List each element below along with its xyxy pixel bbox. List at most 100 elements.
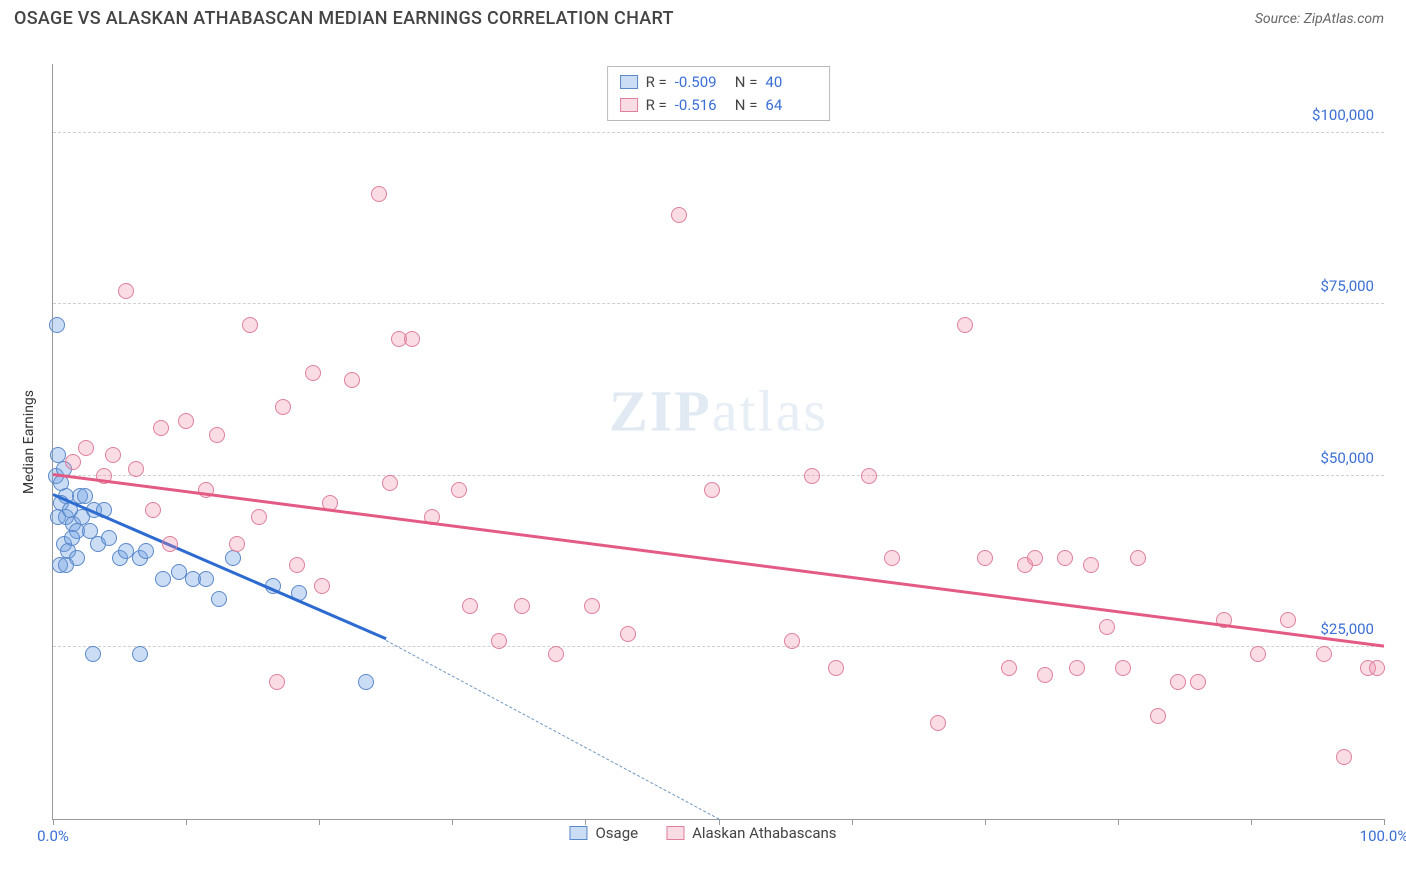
stat-key-n: N =: [735, 94, 758, 117]
data-point-athabascan: [209, 427, 225, 443]
data-point-athabascan: [145, 502, 161, 518]
data-point-athabascan: [548, 646, 564, 662]
data-point-athabascan: [371, 186, 387, 202]
data-point-athabascan: [671, 207, 687, 223]
watermark-rest: atlas: [712, 379, 828, 444]
data-point-athabascan: [1001, 660, 1017, 676]
chart-area: Median Earnings ZIPatlas R = -0.509 N = …: [14, 44, 1392, 848]
y-axis-label: Median Earnings: [21, 389, 37, 493]
data-point-athabascan: [977, 550, 993, 566]
data-point-athabascan: [162, 536, 178, 552]
data-point-osage: [58, 557, 74, 573]
stat-ath-n: 64: [765, 94, 817, 117]
data-point-athabascan: [382, 475, 398, 491]
data-point-athabascan: [1037, 667, 1053, 683]
x-tick-label: 100.0%: [1360, 827, 1406, 845]
data-point-athabascan: [118, 283, 134, 299]
legend: Osage Alaskan Athabascans: [569, 824, 836, 842]
source-attribution: Source: ZipAtlas.com: [1255, 11, 1384, 27]
data-point-athabascan: [251, 509, 267, 525]
stat-osage-n: 40: [765, 71, 817, 94]
gridline: [53, 475, 1384, 476]
data-point-athabascan: [1057, 550, 1073, 566]
stats-row-osage: R = -0.509 N = 40: [620, 71, 818, 94]
data-point-athabascan: [514, 598, 530, 614]
swatch-athabascan: [620, 98, 638, 112]
data-point-osage: [64, 530, 80, 546]
data-point-athabascan: [269, 674, 285, 690]
data-point-athabascan: [861, 468, 877, 484]
data-point-athabascan: [1190, 674, 1206, 690]
stat-key-r: R =: [646, 94, 667, 117]
data-point-osage: [211, 591, 227, 607]
x-tick: [452, 819, 453, 825]
stat-key-r: R =: [646, 71, 667, 94]
x-tick: [186, 819, 187, 825]
correlation-stats-box: R = -0.509 N = 40 R = -0.516 N = 64: [607, 66, 831, 121]
data-point-athabascan: [344, 372, 360, 388]
x-tick: [1118, 819, 1119, 825]
gridline: [53, 303, 1384, 304]
trend-line: [52, 494, 386, 641]
data-point-athabascan: [178, 413, 194, 429]
data-point-athabascan: [1250, 646, 1266, 662]
data-point-athabascan: [828, 660, 844, 676]
data-point-athabascan: [404, 331, 420, 347]
data-point-athabascan: [128, 461, 144, 477]
data-point-athabascan: [1170, 674, 1186, 690]
data-point-athabascan: [275, 399, 291, 415]
data-point-athabascan: [1130, 550, 1146, 566]
legend-item-athabascan: Alaskan Athabascans: [666, 824, 836, 842]
data-point-athabascan: [930, 715, 946, 731]
legend-swatch-athabascan: [666, 826, 684, 840]
data-point-athabascan: [1027, 550, 1043, 566]
stats-row-athabascan: R = -0.516 N = 64: [620, 94, 818, 117]
legend-item-osage: Osage: [569, 824, 638, 842]
data-point-athabascan: [242, 317, 258, 333]
stat-osage-r: -0.509: [675, 71, 727, 94]
x-tick: [53, 819, 54, 825]
data-point-osage: [132, 646, 148, 662]
data-point-athabascan: [1115, 660, 1131, 676]
stat-key-n: N =: [735, 71, 758, 94]
data-point-athabascan: [462, 598, 478, 614]
swatch-osage: [620, 75, 638, 89]
data-point-athabascan: [1150, 708, 1166, 724]
data-point-osage: [155, 571, 171, 587]
legend-label-athabascan: Alaskan Athabascans: [692, 824, 836, 842]
watermark-bold: ZIP: [609, 379, 712, 444]
data-point-athabascan: [451, 482, 467, 498]
data-point-athabascan: [804, 468, 820, 484]
x-tick: [1251, 819, 1252, 825]
gridline: [53, 132, 1384, 133]
data-point-osage: [49, 317, 65, 333]
data-point-athabascan: [584, 598, 600, 614]
x-tick: [852, 819, 853, 825]
trend-line: [386, 640, 719, 819]
data-point-athabascan: [289, 557, 305, 573]
data-point-athabascan: [153, 420, 169, 436]
y-tick-label: $75,000: [1320, 277, 1374, 295]
data-point-athabascan: [1316, 646, 1332, 662]
data-point-osage: [138, 543, 154, 559]
data-point-athabascan: [1336, 749, 1352, 765]
chart-title: OSAGE VS ALASKAN ATHABASCAN MEDIAN EARNI…: [14, 8, 674, 29]
data-point-athabascan: [65, 454, 81, 470]
data-point-athabascan: [229, 536, 245, 552]
trend-line: [53, 473, 1384, 648]
legend-label-osage: Osage: [595, 824, 638, 842]
x-tick: [985, 819, 986, 825]
data-point-athabascan: [704, 482, 720, 498]
y-tick-label: $100,000: [1312, 106, 1374, 124]
data-point-athabascan: [620, 626, 636, 642]
data-point-athabascan: [491, 633, 507, 649]
x-tick: [319, 819, 320, 825]
data-point-osage: [225, 550, 241, 566]
legend-swatch-osage: [569, 826, 587, 840]
data-point-athabascan: [1083, 557, 1099, 573]
x-tick-label: 0.0%: [37, 827, 69, 845]
source-label: Source:: [1255, 11, 1300, 27]
data-point-athabascan: [105, 447, 121, 463]
data-point-athabascan: [78, 440, 94, 456]
data-point-athabascan: [1280, 612, 1296, 628]
